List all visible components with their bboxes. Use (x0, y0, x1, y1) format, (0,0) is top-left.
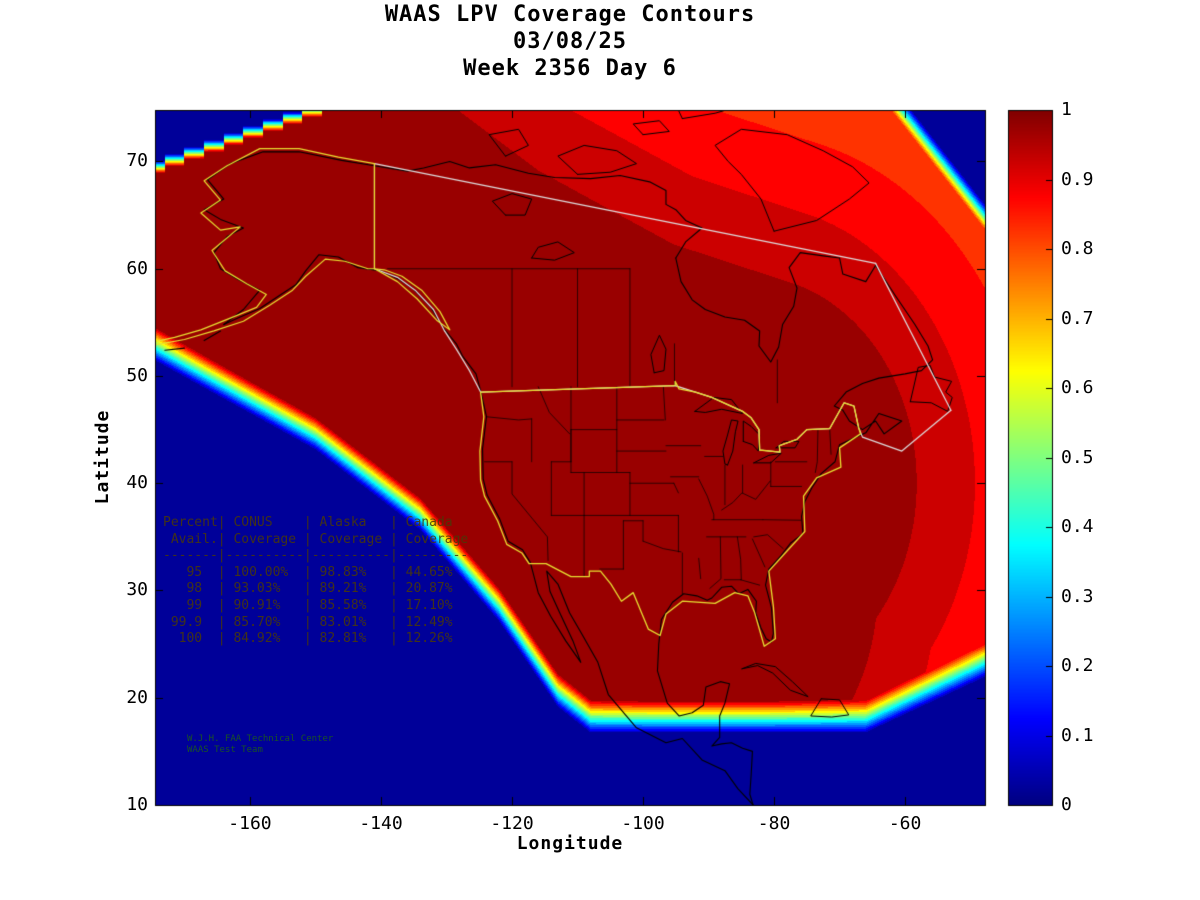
y-tick-label: 40 (126, 472, 148, 494)
y-tick-label: 50 (126, 364, 148, 386)
x-axis-title: Longitude (516, 833, 624, 854)
x-tick-label: -120 (490, 813, 534, 834)
y-tick-label: 30 (126, 579, 148, 601)
coverage-table-line: -------|----------|----------|--------- (163, 548, 469, 564)
x-tick-label: -100 (621, 813, 665, 834)
y-tick-label: 60 (126, 257, 148, 279)
colorbar-tick-label: 0.7 (1061, 307, 1094, 329)
credit-org: W.J.H. FAA Technical Center (187, 734, 334, 744)
x-tick-label: -80 (757, 813, 791, 834)
y-tick-label: 70 (126, 150, 148, 172)
y-tick-label: 20 (126, 686, 148, 708)
credit-team: WAAS Test Team (187, 745, 263, 755)
coverage-table-line: Percent| CONUS | Alaska | Canada (163, 515, 453, 530)
chart-title: WAAS LPV Coverage Contours (384, 2, 756, 27)
coverage-table-line: 99 | 90.91% | 85.58% | 17.10% (163, 597, 453, 613)
coverage-table-line: 95 | 100.00% | 98.83% | 44.65% (163, 564, 453, 580)
coverage-statistics-table: Percent| CONUS | Alaska | Canada Avail.|… (163, 515, 468, 648)
x-tick-label: -60 (888, 813, 922, 834)
coverage-table-line: Avail.| Coverage | Coverage | Coverage (163, 531, 469, 547)
colorbar-tick-label: 0.3 (1061, 585, 1094, 607)
title-block: WAAS LPV Coverage Contours 03/08/25 Week… (155, 1, 985, 82)
colorbar-tick-label: 1 (1061, 99, 1072, 120)
y-axis-title: Latitude (92, 409, 113, 505)
colorbar-tick-label: 0.4 (1061, 516, 1094, 537)
colorbar-tick-label: 0 (1061, 794, 1072, 815)
x-tick-label: -160 (228, 813, 272, 834)
coverage-table-line: 99.9 | 85.70% | 83.01% | 12.49% (163, 614, 453, 630)
chart-date: 03/08/25 (513, 29, 627, 54)
colorbar-tick-label: 0.5 (1061, 446, 1094, 468)
colorbar-tick-label: 0.2 (1061, 655, 1094, 676)
coverage-table-line: 98 | 93.03% | 89.21% | 20.87% (163, 581, 453, 597)
colorbar-tick-label: 0.8 (1061, 238, 1094, 259)
chart-week-day: Week 2356 Day 6 (463, 56, 677, 81)
colorbar-tick-label: 0.1 (1061, 724, 1094, 746)
y-tick-label: 10 (126, 794, 148, 815)
colorbar-tick-label: 0.9 (1061, 168, 1094, 190)
colorbar-tick-label: 0.6 (1061, 377, 1094, 398)
x-tick-label: -140 (359, 813, 403, 834)
coverage-table-line: 100 | 84.92% | 82.81% | 12.26% (163, 631, 453, 647)
credit-block: W.J.H. FAA Technical Center WAAS Test Te… (187, 734, 333, 756)
